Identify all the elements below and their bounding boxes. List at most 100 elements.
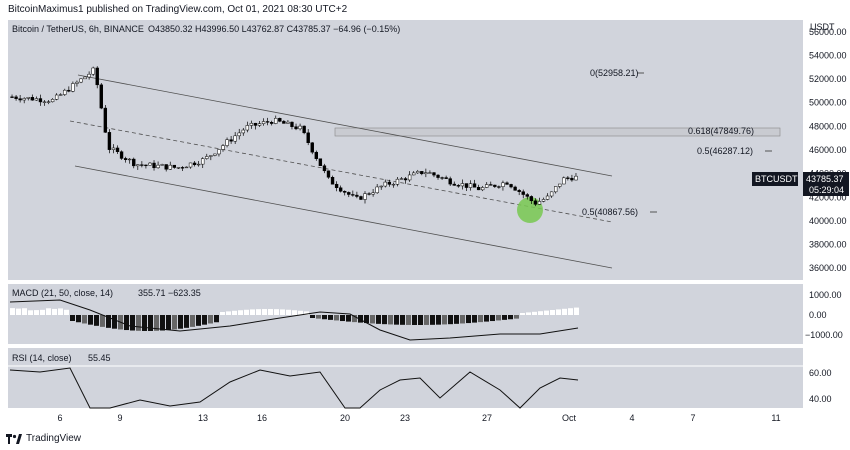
candle-body	[509, 184, 513, 188]
candle-body	[176, 167, 181, 169]
channel-lower-line	[74, 165, 613, 269]
macd-tick-mid: 0.00	[809, 310, 827, 320]
candle-body	[501, 182, 505, 187]
macd-bar	[256, 309, 261, 315]
candle-body	[245, 125, 250, 131]
candle-body	[387, 181, 392, 185]
price-label-price: 43785.37	[806, 174, 844, 184]
macd-bar	[538, 311, 543, 315]
candle-body	[257, 123, 262, 126]
candle-body	[119, 151, 124, 159]
rsi-pane[interactable]	[8, 348, 803, 408]
macd-bar	[160, 315, 165, 331]
candle-body	[444, 177, 448, 179]
macd-bar	[364, 315, 369, 324]
macd-bar	[190, 315, 195, 327]
chart-svg[interactable]: 0(52958.21) 0.618(47849.76) 0.5(46287.12…	[0, 20, 850, 430]
candle-body	[253, 122, 258, 126]
macd-bar	[466, 315, 471, 324]
price-axis-currency: USDT	[810, 22, 835, 32]
price-axis[interactable]: 56000.00 54000.00 52000.00 50000.00 48000.00…	[809, 27, 847, 273]
candle-body	[172, 164, 176, 168]
chart-area[interactable]: 0(52958.21) 0.618(47849.76) 0.5(46287.12…	[0, 20, 850, 430]
candle-body	[229, 139, 233, 142]
candle-body	[476, 187, 481, 191]
price-label-countdown: 05:29:04	[809, 185, 844, 195]
candle-body	[148, 162, 152, 166]
macd-bar	[70, 315, 75, 321]
macd-bar	[328, 315, 333, 320]
candle-body	[529, 196, 534, 202]
candle-body	[403, 178, 408, 181]
candle-body	[54, 94, 59, 100]
candle-body	[472, 183, 477, 188]
candle-body	[50, 99, 55, 103]
macd-bar	[574, 307, 579, 315]
candle-body	[152, 162, 156, 169]
candle-body	[75, 81, 79, 84]
macd-bar	[442, 315, 447, 325]
macd-bar	[556, 309, 561, 315]
candle-body	[566, 177, 570, 179]
candle-body	[221, 145, 225, 150]
candle-body	[63, 89, 67, 95]
fib-label-618: 0.618(47849.76)	[688, 126, 754, 136]
candle-body	[233, 135, 237, 142]
macd-bar	[178, 315, 183, 329]
candle-body	[144, 164, 148, 167]
candle-body	[270, 122, 274, 124]
candle-body	[209, 155, 213, 157]
candle-body	[196, 163, 201, 166]
macd-bar	[514, 315, 519, 319]
candle-body	[156, 164, 160, 169]
candle-body	[34, 98, 39, 101]
candle-body	[489, 184, 493, 186]
macd-bar	[454, 315, 459, 324]
candle-body	[42, 101, 47, 103]
macd-bar	[82, 315, 87, 324]
macd-bar	[244, 309, 249, 315]
footer: TradingView	[6, 432, 81, 446]
price-tick-3: 50000.00	[809, 98, 847, 108]
candle-body	[95, 67, 99, 86]
time-axis[interactable]: 6 9 13 16 20 23 27 Oct 4 7 11	[57, 413, 780, 423]
candle-body	[355, 194, 359, 197]
macd-bar	[40, 309, 45, 315]
candle-body	[168, 164, 172, 170]
candle-body	[570, 177, 574, 181]
resistance-zone	[334, 127, 781, 137]
macd-bar	[322, 315, 327, 320]
price-tick-2: 52000.00	[809, 74, 847, 84]
candle-body	[67, 89, 71, 92]
price-pane[interactable]	[8, 20, 803, 280]
candle-body	[237, 132, 241, 137]
macd-bar	[358, 315, 363, 323]
candle-body	[391, 183, 396, 186]
candle-body	[554, 186, 558, 193]
macd-tick-bot: −1000.00	[805, 330, 843, 340]
rsi-tick-60: 60.00	[809, 368, 832, 378]
macd-pane[interactable]	[8, 284, 803, 344]
macd-bar	[418, 315, 423, 325]
candle-body	[363, 193, 367, 200]
macd-histogram	[10, 307, 579, 331]
time-label-2: 13	[198, 413, 208, 423]
candle-body	[537, 201, 542, 205]
macd-bar	[490, 315, 495, 322]
macd-bar	[214, 315, 219, 323]
macd-bar	[226, 311, 231, 315]
price-tick-0: 56000.00	[809, 27, 847, 37]
macd-bar	[28, 310, 33, 315]
macd-bar	[424, 315, 429, 325]
macd-bar	[100, 315, 105, 327]
rsi-legend: RSI (14, close)	[12, 353, 72, 363]
candle-body	[460, 183, 465, 187]
candle-body	[213, 153, 217, 156]
macd-bar	[58, 308, 63, 315]
fib-label-lower5: 0.5(40867.56)	[582, 207, 638, 217]
fib-label-mid5: 0.5(46287.12)	[697, 146, 753, 156]
candle-body	[452, 183, 456, 186]
candle-body	[87, 73, 91, 78]
time-label-1: 9	[117, 413, 122, 423]
price-tick-5: 46000.00	[809, 145, 847, 155]
